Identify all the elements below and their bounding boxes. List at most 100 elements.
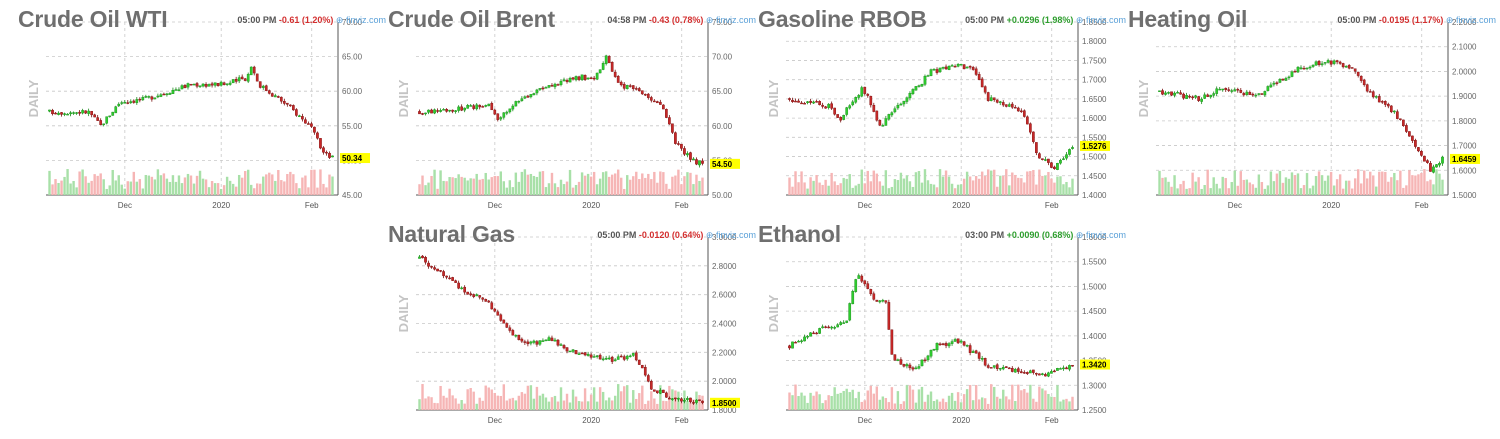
volume-bar <box>1059 176 1062 195</box>
volume-bar <box>1164 177 1167 195</box>
chart-title[interactable]: Crude Oil WTI <box>18 6 168 32</box>
candle-body <box>237 77 241 82</box>
brand-link[interactable]: ⊕ finviz.com <box>706 15 756 25</box>
volume-bar <box>556 187 560 195</box>
volume-bar <box>228 180 232 195</box>
candle-body <box>93 114 97 118</box>
volume-bar <box>436 403 439 410</box>
candle-body <box>1062 367 1065 370</box>
volume-bar <box>553 183 557 195</box>
volume-bar <box>869 385 872 410</box>
volume-bar <box>1188 188 1191 195</box>
volume-bar <box>114 180 117 195</box>
volume-bar <box>806 402 809 410</box>
volume-bar <box>629 179 632 195</box>
chart-panel[interactable]: Heating Oil 05:00 PM -0.0195 (1.17%) ⊕ fi… <box>1128 6 1496 210</box>
volume-bar <box>869 181 872 195</box>
candle-body <box>571 349 575 352</box>
volume-bar <box>980 171 984 195</box>
candle-body <box>1426 160 1429 163</box>
volume-bar <box>920 182 924 195</box>
volume-bar <box>812 395 815 410</box>
brand-link[interactable]: ⊕ finviz.com <box>1076 15 1126 25</box>
candle-body <box>331 155 334 158</box>
candle-body <box>947 343 951 347</box>
volume-bar <box>604 400 608 410</box>
brand-link[interactable]: ⊕ finviz.com <box>1446 15 1496 25</box>
volume-bar <box>1053 182 1056 195</box>
volume-bar <box>304 175 307 195</box>
brand-link[interactable]: ⊕ finviz.com <box>1076 230 1126 240</box>
y-tick-label: 60.00 <box>712 122 733 131</box>
last-price-label: 1.3420 <box>1082 361 1107 370</box>
chart-title[interactable]: Gasoline RBOB <box>758 6 927 32</box>
volume-bar <box>791 395 794 410</box>
candle-body <box>695 159 698 165</box>
candle-body <box>695 399 698 403</box>
brand-link[interactable]: ⊕ finviz.com <box>706 230 756 240</box>
chart-panel[interactable]: Natural Gas 05:00 PM -0.0120 (0.64%) ⊕ fi… <box>388 221 756 425</box>
volume-bar <box>466 389 469 410</box>
candle-body <box>655 390 659 394</box>
volume-bar <box>1023 182 1026 195</box>
gear-circle-icon: ⊕ <box>1075 15 1084 25</box>
volume-bar <box>256 183 259 195</box>
chart-panel[interactable]: Ethanol 03:00 PM +0.0090 (0.68%) ⊕ finviz… <box>758 221 1126 425</box>
chart-title[interactable]: Crude Oil Brent <box>388 6 555 32</box>
candle-body <box>1062 158 1065 160</box>
volume-bar <box>917 171 921 195</box>
candle-body <box>659 101 662 105</box>
candle-body <box>791 341 794 349</box>
candle-body <box>273 95 277 98</box>
volume-bar <box>794 171 797 195</box>
chart-title[interactable]: Heating Oil <box>1128 6 1248 32</box>
candle-body <box>1230 90 1234 92</box>
chart-title[interactable]: Natural Gas <box>388 221 515 247</box>
candle-body <box>457 106 460 111</box>
volume-bar <box>568 402 572 410</box>
last-price-tag <box>1450 153 1480 164</box>
volume-bar <box>974 176 978 195</box>
x-tick-label: Dec <box>488 201 502 210</box>
volume-bar <box>1218 188 1221 195</box>
volume-bar <box>896 391 900 410</box>
candle-body <box>1194 95 1197 98</box>
volume-bar <box>920 386 924 410</box>
chart-panel[interactable]: Gasoline RBOB 05:00 PM +0.0296 (1.98%) ⊕ … <box>758 6 1126 210</box>
brand-text: finviz.com <box>1085 230 1126 240</box>
candle-body <box>701 400 704 403</box>
candle-body <box>977 74 981 80</box>
chart-panel[interactable]: Crude Oil Brent 04:58 PM -0.43 (0.78%) ⊕ … <box>388 6 756 210</box>
candle-body <box>845 320 849 323</box>
y-axis-label: DAILY <box>766 79 781 117</box>
candle-body <box>1423 155 1426 162</box>
volume-bar <box>246 169 250 195</box>
candle-body <box>941 67 945 69</box>
volume-bar <box>607 176 611 195</box>
volume-bar <box>902 401 906 410</box>
candle-body <box>1281 78 1285 81</box>
chart-title[interactable]: Ethanol <box>758 221 841 247</box>
candle-body <box>1359 75 1363 81</box>
y-tick-label: 1.6000 <box>1082 114 1107 123</box>
candle-body <box>881 125 885 127</box>
volume-bar <box>580 401 584 410</box>
candle-body <box>1044 374 1047 377</box>
volume-bar <box>595 184 599 195</box>
volume-bar <box>240 177 244 195</box>
volume-bar <box>1350 188 1354 195</box>
candle-body <box>451 109 454 112</box>
candle-body <box>646 93 650 98</box>
candle-body <box>514 101 518 107</box>
candle-body <box>496 113 500 120</box>
brand-link[interactable]: ⊕ finviz.com <box>336 15 386 25</box>
candle-body <box>322 147 325 153</box>
candle-body <box>1065 154 1068 159</box>
volume-bar <box>1417 174 1420 195</box>
chart-panel[interactable]: Crude Oil WTI 05:00 PM -0.61 (1.20%) ⊕ fi… <box>18 6 386 210</box>
candle-body <box>436 110 439 112</box>
candle-body <box>1408 131 1411 137</box>
candle-body <box>866 283 870 289</box>
volume-bar <box>653 171 656 195</box>
volume-bar <box>1326 175 1330 195</box>
